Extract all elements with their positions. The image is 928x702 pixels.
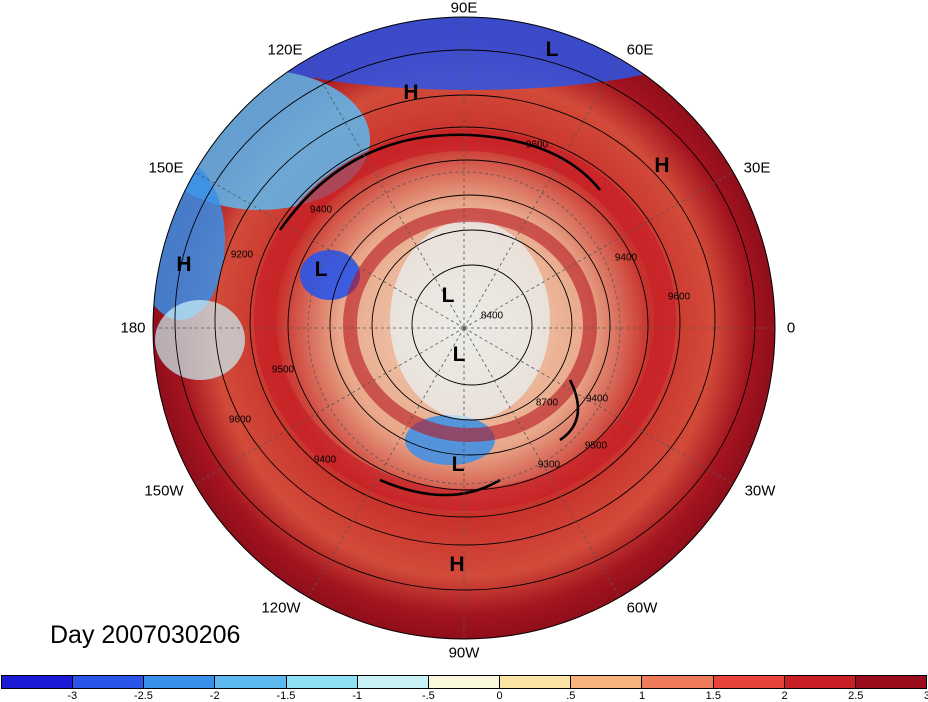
lon-label-120w: 120W	[261, 599, 301, 617]
lon-label-30e: 30E	[743, 159, 771, 177]
colorbar-swatch	[215, 676, 287, 688]
colorbar-tick-label: -2	[209, 690, 220, 702]
contour-label: 9500	[271, 364, 295, 376]
colorbar-tick-label: 2.5	[848, 690, 864, 702]
date-title: Day 2007030206	[50, 621, 241, 649]
lon-label-0: 0	[786, 319, 796, 337]
colorbar	[1, 675, 927, 689]
high-marker: H	[654, 154, 670, 177]
lon-label-180: 180	[120, 319, 146, 337]
low-marker: L	[452, 343, 466, 366]
colorbar-swatch	[571, 676, 643, 688]
colorbar-swatch	[784, 676, 856, 688]
map-field	[153, 17, 775, 639]
colorbar-swatch	[2, 676, 74, 688]
colorbar-swatch	[713, 676, 785, 688]
colorbar-tick-label: 1.5	[705, 690, 721, 702]
blue-region-west	[153, 160, 225, 320]
colorbar-tick-label: 2	[781, 690, 788, 702]
height-contours	[174, 49, 756, 591]
contour-label: 9600	[228, 414, 252, 426]
light-region-west	[155, 300, 245, 380]
low-marker: L	[451, 453, 465, 476]
lon-label-150w: 150W	[144, 482, 184, 500]
high-marker: H	[403, 81, 419, 104]
contour-label: 9600	[667, 291, 691, 303]
blue-region-center-left	[300, 250, 360, 300]
high-marker: H	[176, 253, 192, 276]
colorbar-tick-label: -2.5	[133, 690, 153, 702]
colorbar-tick-label: 3	[923, 690, 928, 702]
contour-label: 8700	[535, 397, 559, 409]
colorbar-swatch	[144, 676, 216, 688]
colorbar-swatch	[357, 676, 429, 688]
contour-label: 9300	[537, 459, 561, 471]
lon-label-60w: 60W	[626, 599, 658, 617]
colorbar-swatch	[500, 676, 572, 688]
low-marker: L	[441, 284, 455, 307]
lon-label-60e: 60E	[626, 41, 654, 59]
lon-label-150e: 150E	[148, 159, 184, 177]
jet-band-inner	[343, 208, 597, 442]
lon-label-30w: 30W	[744, 482, 776, 500]
lon-label-90e: 90E	[450, 0, 478, 17]
contour-label: 9400	[585, 393, 609, 405]
lon-label-90w: 90W	[448, 644, 480, 662]
low-marker: L	[545, 38, 559, 61]
contour-label: 9600	[525, 139, 549, 151]
colorbar-tick-label: -1.5	[276, 690, 296, 702]
high-marker: H	[449, 553, 465, 576]
low-marker: L	[314, 258, 328, 281]
jet-band	[254, 129, 676, 511]
colorbar-swatch	[855, 676, 927, 688]
contour-label: 9400	[313, 454, 337, 466]
colorbar-tick-label: -1	[352, 690, 363, 702]
contour-label: 9400	[614, 252, 638, 264]
colorbar-tick-label: 1	[639, 690, 646, 702]
colorbar-tick-label: .5	[566, 690, 576, 702]
jet-contours	[278, 133, 602, 497]
contour-label: 9200	[230, 249, 254, 261]
colorbar-swatch	[428, 676, 501, 688]
colorbar-tick-label: -.5	[421, 690, 435, 702]
contour-label: 8400	[480, 310, 504, 322]
contour-label: 9500	[584, 440, 608, 452]
colorbar-swatch	[73, 676, 145, 688]
colorbar-swatch	[642, 676, 714, 688]
colorbar-tick-label: 0	[496, 690, 503, 702]
colorbar-swatch	[286, 676, 358, 688]
colorbar-tick-label: -3	[67, 690, 78, 702]
lon-label-120e: 120E	[267, 41, 303, 59]
light-region-center	[390, 220, 550, 420]
contour-label: 9400	[309, 204, 333, 216]
graticule	[153, 17, 775, 639]
